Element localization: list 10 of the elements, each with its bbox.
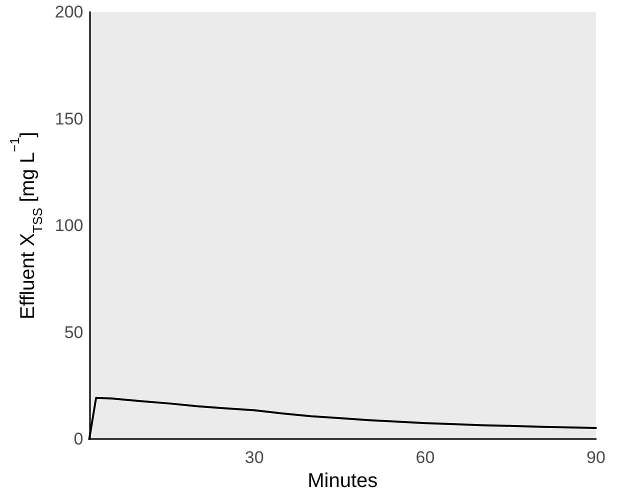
y-tick-label: 150 bbox=[54, 109, 84, 128]
y-axis-title: Effluent XTSS [mg L−1] bbox=[7, 132, 45, 320]
x-axis-title: Minutes bbox=[308, 470, 378, 492]
y-tick-label: 0 bbox=[74, 430, 84, 449]
x-tick-label: 60 bbox=[416, 448, 435, 468]
x-tick-label: 90 bbox=[586, 448, 606, 468]
y-tick-label: 200 bbox=[54, 2, 84, 22]
y-tick-label: 50 bbox=[64, 322, 84, 342]
y-tick-label: 100 bbox=[54, 216, 84, 236]
x-tick-label: 30 bbox=[244, 448, 264, 468]
